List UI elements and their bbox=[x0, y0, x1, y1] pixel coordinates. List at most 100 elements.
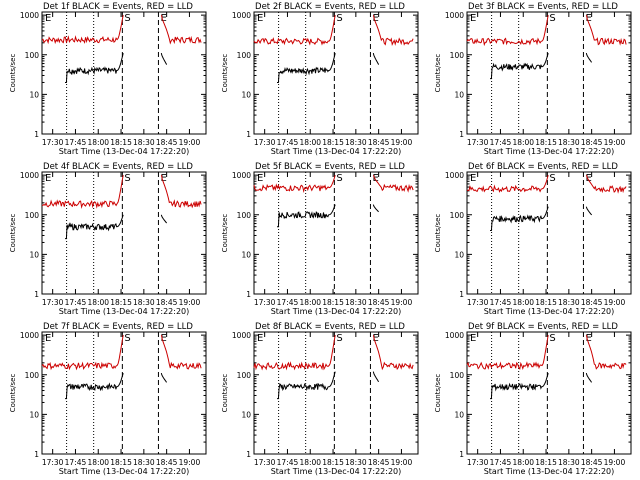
y-tick-label: 10 bbox=[241, 410, 251, 419]
x-tick-label: 17:45 bbox=[65, 138, 87, 147]
y-tick-label: 10 bbox=[454, 90, 464, 99]
y-tick-label: 1 bbox=[34, 450, 39, 459]
x-axis-label: Start Time (13-Dec-04 17:22:20) bbox=[484, 147, 615, 156]
event-marker-label: E bbox=[470, 13, 476, 24]
plot-frame bbox=[466, 171, 632, 295]
event-marker-label: E bbox=[470, 173, 476, 184]
panel-9: Det 9f BLACK = Events, RED = LLD 1 10 100 10… bbox=[434, 322, 632, 476]
event-marker-label: E bbox=[257, 13, 263, 24]
y-tick-label: 10 bbox=[454, 250, 464, 259]
y-tick-label: 1 bbox=[246, 130, 251, 139]
x-tick-label: 18:00 bbox=[512, 458, 534, 467]
event-marker-label: S bbox=[336, 333, 342, 344]
y-tick-label: 1 bbox=[459, 450, 464, 459]
x-tick-label: 18:30 bbox=[345, 458, 367, 467]
event-marker-label: E bbox=[45, 173, 51, 184]
panel-3: Det 3f BLACK = Events, RED = LLD 1 10 100 10… bbox=[434, 2, 632, 156]
event-marker-label: E bbox=[372, 333, 378, 344]
x-tick-label: 18:45 bbox=[156, 138, 178, 147]
x-tick-label: 18:45 bbox=[581, 138, 603, 147]
x-tick-label: 18:15 bbox=[322, 458, 344, 467]
event-marker-label: E bbox=[372, 173, 378, 184]
y-tick-label: 100 bbox=[237, 211, 252, 220]
y-tick-label: 10 bbox=[454, 410, 464, 419]
plot-frame bbox=[466, 11, 632, 135]
plot-frame bbox=[253, 331, 419, 455]
panel-4: Det 4f BLACK = Events, RED = LLD 1 10 100 10… bbox=[9, 162, 207, 316]
event-marker-label: S bbox=[549, 173, 555, 184]
y-tick-label: 1000 bbox=[232, 171, 251, 180]
x-tick-label: 18:15 bbox=[110, 138, 132, 147]
y-tick-label: 100 bbox=[450, 371, 465, 380]
event-marker-label: E bbox=[372, 13, 378, 24]
y-tick-label: 1 bbox=[459, 130, 464, 139]
events-series-line bbox=[65, 214, 168, 240]
x-tick-label: 19:00 bbox=[179, 298, 201, 307]
x-axis-label: Start Time (13-Dec-04 17:22:20) bbox=[59, 147, 190, 156]
y-tick-label: 100 bbox=[237, 51, 252, 60]
x-tick-label: 17:45 bbox=[65, 458, 87, 467]
x-tick-label: 18:30 bbox=[345, 138, 367, 147]
x-tick-label: 17:30 bbox=[254, 138, 276, 147]
x-tick-label: 17:30 bbox=[467, 458, 489, 467]
y-tick-label: 100 bbox=[25, 51, 40, 60]
event-marker-label: E bbox=[160, 13, 166, 24]
x-tick-label: 18:30 bbox=[133, 298, 155, 307]
x-tick-label: 19:00 bbox=[604, 298, 626, 307]
plot-frame bbox=[41, 171, 207, 295]
x-tick-label: 17:45 bbox=[490, 138, 512, 147]
x-tick-label: 18:00 bbox=[299, 298, 321, 307]
x-tick-label: 18:30 bbox=[558, 298, 580, 307]
x-tick-label: 17:30 bbox=[467, 138, 489, 147]
panel-title: Det 8f BLACK = Events, RED = LLD bbox=[255, 322, 405, 332]
x-tick-label: 19:00 bbox=[604, 458, 626, 467]
event-marker-label: S bbox=[124, 173, 130, 184]
y-tick-label: 100 bbox=[450, 211, 465, 220]
y-tick-label: 1000 bbox=[445, 171, 464, 180]
lld-series-line bbox=[41, 174, 202, 209]
event-marker-label: S bbox=[336, 173, 342, 184]
y-axis-label: Counts/sec bbox=[221, 374, 229, 413]
lld-series-line bbox=[253, 174, 414, 194]
x-tick-label: 18:30 bbox=[133, 138, 155, 147]
x-tick-label: 18:00 bbox=[299, 138, 321, 147]
y-tick-label: 1000 bbox=[20, 331, 39, 340]
x-tick-label: 18:00 bbox=[87, 138, 109, 147]
y-axis-label: Counts/sec bbox=[434, 374, 442, 413]
events-series-line bbox=[65, 372, 168, 400]
x-tick-label: 18:45 bbox=[368, 458, 390, 467]
y-axis-label: Counts/sec bbox=[221, 214, 229, 253]
plot-frame bbox=[466, 331, 632, 455]
x-tick-label: 18:30 bbox=[345, 298, 367, 307]
event-marker-label: E bbox=[470, 333, 476, 344]
x-axis-label: Start Time (13-Dec-04 17:22:20) bbox=[271, 307, 402, 316]
panel-title: Det 5f BLACK = Events, RED = LLD bbox=[255, 162, 405, 172]
panel-title: Det 4f BLACK = Events, RED = LLD bbox=[43, 162, 193, 172]
x-tick-label: 18:15 bbox=[322, 298, 344, 307]
y-tick-label: 1 bbox=[246, 290, 251, 299]
y-tick-label: 1000 bbox=[445, 11, 464, 20]
events-series-line bbox=[277, 52, 380, 83]
x-tick-label: 17:45 bbox=[490, 298, 512, 307]
x-tick-label: 18:30 bbox=[558, 458, 580, 467]
panel-5: Det 5f BLACK = Events, RED = LLD 1 10 100 10… bbox=[221, 162, 419, 316]
x-tick-label: 18:00 bbox=[87, 298, 109, 307]
event-marker-label: S bbox=[549, 13, 555, 24]
y-tick-label: 10 bbox=[29, 410, 39, 419]
x-tick-label: 17:30 bbox=[42, 458, 64, 467]
events-series-line bbox=[490, 206, 593, 231]
lld-series-line bbox=[466, 174, 627, 194]
lld-series-line bbox=[253, 14, 414, 47]
x-tick-label: 18:45 bbox=[581, 298, 603, 307]
events-series-line bbox=[277, 371, 380, 400]
y-axis-label: Counts/sec bbox=[434, 54, 442, 93]
x-tick-label: 18:15 bbox=[535, 458, 557, 467]
plot-frame bbox=[41, 331, 207, 455]
x-tick-label: 18:00 bbox=[87, 458, 109, 467]
x-tick-label: 17:30 bbox=[42, 138, 64, 147]
y-tick-label: 10 bbox=[29, 250, 39, 259]
y-tick-label: 1000 bbox=[232, 331, 251, 340]
x-tick-label: 17:45 bbox=[277, 298, 299, 307]
x-axis-label: Start Time (13-Dec-04 17:22:20) bbox=[59, 307, 190, 316]
